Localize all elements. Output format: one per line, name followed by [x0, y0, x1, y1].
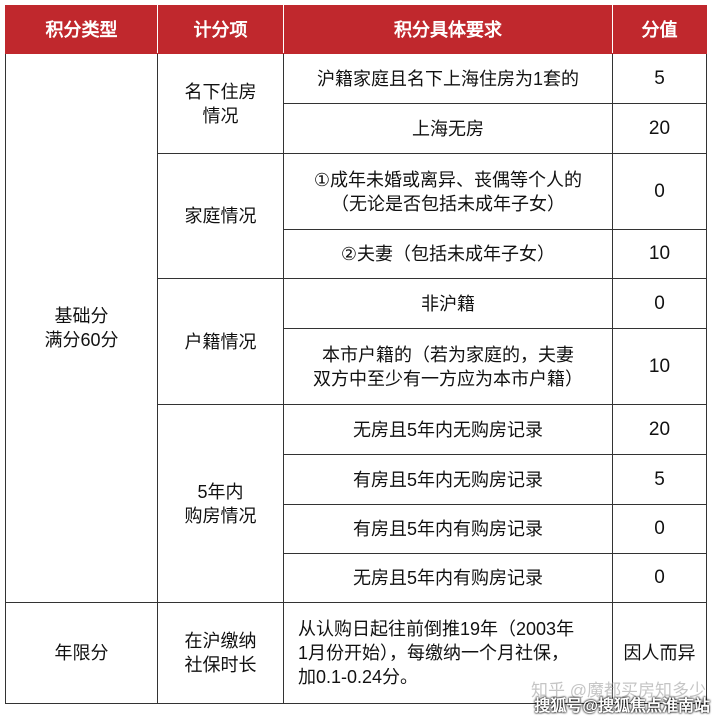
requirement-cell: ①成年未婚或离异、丧偶等个人的 （无论是否包括未成年子女）	[283, 153, 613, 230]
requirement-cell: 沪籍家庭且名下上海住房为1套的	[283, 53, 613, 104]
score-cell: 10	[612, 229, 707, 279]
score-cell: 0	[612, 153, 707, 230]
score-cell: 5	[612, 454, 707, 505]
table-row: 5年内 购房情况 无房且5年内无购房记录 20	[6, 404, 707, 603]
score-type-cell: 年限分	[5, 602, 158, 704]
header-requirement: 积分具体要求	[283, 5, 613, 54]
table-row: 家庭情况 ①成年未婚或离异、丧偶等个人的 （无论是否包括未成年子女） 0	[6, 153, 707, 279]
score-cell: 0	[612, 553, 707, 603]
table-row: 有房且5年内有购房记录 0	[6, 504, 707, 554]
score-cell: 0	[612, 278, 707, 329]
score-item-cell: 5年内 购房情况	[157, 404, 284, 603]
requirement-cell: ②夫妻（包括未成年子女）	[283, 229, 613, 279]
requirement-cell: 有房且5年内有购房记录	[283, 504, 613, 554]
requirement-cell: 有房且5年内无购房记录	[283, 454, 613, 505]
header-type: 积分类型	[5, 5, 158, 54]
requirement-cell: 非沪籍	[283, 278, 613, 329]
table-row: 户籍情况 非沪籍 0	[6, 278, 707, 405]
score-cell: 10	[612, 328, 707, 405]
table-row: 本市户籍的（若为家庭的，夫妻 双方中至少有一方应为本市户籍） 10	[6, 328, 707, 405]
watermark-zhihu: 知乎 @魔都买房知多少	[531, 681, 706, 700]
header-score: 分值	[612, 5, 707, 54]
table-row: 上海无房 20	[6, 103, 707, 154]
score-item-cell: 家庭情况	[157, 153, 284, 279]
table-row: 年限分 在沪缴纳 社保时长 从认购日起往前倒推19年（2003年 1月份开始），每缴纳一…	[5, 602, 707, 704]
score-cell: 5	[612, 53, 707, 104]
table-row: 无房且5年内有购房记录 0	[6, 553, 707, 603]
score-cell: 20	[612, 103, 707, 154]
score-cell: 因人而异	[612, 602, 707, 704]
requirement-cell: 无房且5年内无购房记录	[283, 404, 613, 455]
points-table: 积分类型 计分项 积分具体要求 分值 基础分 满分60分 名下住房 情况 沪籍家庭且名下…	[5, 5, 707, 704]
score-cell: 0	[612, 504, 707, 554]
requirement-cell: 本市户籍的（若为家庭的，夫妻 双方中至少有一方应为本市户籍）	[283, 328, 613, 405]
watermark-sohu: 搜狐号@搜狐焦点淮南站	[534, 698, 710, 715]
score-type-cell: 基础分 满分60分	[5, 53, 158, 603]
header-row: 积分类型 计分项 积分具体要求 分值	[5, 5, 707, 54]
header-item: 计分项	[157, 5, 284, 54]
table-row: 有房且5年内无购房记录 5	[6, 454, 707, 505]
table-row: 基础分 满分60分 名下住房 情况 沪籍家庭且名下上海住房为1套的 5	[5, 53, 707, 603]
score-item-cell: 名下住房 情况	[157, 53, 284, 154]
table-row: ②夫妻（包括未成年子女） 10	[6, 229, 707, 279]
score-item-cell: 户籍情况	[157, 278, 284, 405]
requirement-cell: 从认购日起往前倒推19年（2003年 1月份开始），每缴纳一个月社保， 加0.1-0…	[283, 602, 613, 704]
requirement-cell: 无房且5年内有购房记录	[283, 553, 613, 603]
score-cell: 20	[612, 404, 707, 455]
score-item-cell: 在沪缴纳 社保时长	[157, 602, 284, 704]
requirement-cell: 上海无房	[283, 103, 613, 154]
